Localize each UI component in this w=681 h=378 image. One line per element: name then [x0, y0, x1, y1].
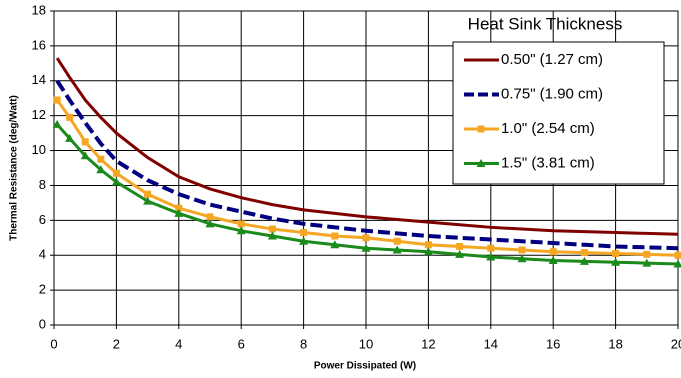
marker: [267, 231, 277, 240]
y-tick-label: 6: [39, 212, 46, 227]
marker: [97, 155, 105, 163]
y-tick-label: 4: [39, 247, 46, 262]
marker: [674, 251, 681, 259]
y-tick-label: 8: [39, 177, 46, 192]
marker: [81, 138, 89, 146]
marker: [299, 236, 309, 245]
marker: [206, 213, 214, 221]
marker: [237, 220, 245, 228]
marker: [236, 226, 246, 235]
marker: [579, 256, 589, 265]
plot-frame: [53, 10, 679, 326]
x-tick-label: 10: [359, 336, 373, 351]
marker: [362, 234, 370, 242]
x-tick-label: 6: [238, 336, 245, 351]
marker: [111, 177, 121, 186]
marker: [476, 159, 486, 167]
x-tick-label: 2: [113, 336, 120, 351]
marker: [517, 254, 527, 263]
legend-label: 0.50" (1.27 cm): [501, 51, 603, 68]
legend-title: Heat Sink Thickness: [468, 14, 623, 33]
y-tick-label: 0: [39, 316, 46, 331]
marker: [143, 196, 153, 205]
x-axis-title: Power Dissipated (W): [314, 361, 416, 372]
x-tick-label: 8: [300, 336, 307, 351]
marker: [548, 255, 558, 264]
y-tick-label: 16: [32, 37, 46, 52]
marker: [673, 259, 681, 268]
marker: [580, 249, 588, 257]
y-axis-title: Thermal Resistance (deg/Watt): [9, 95, 20, 241]
marker: [392, 245, 402, 254]
marker: [144, 190, 152, 198]
marker: [455, 249, 465, 258]
x-tick-label: 14: [484, 336, 498, 351]
legend-label: 1.0" (2.54 cm): [501, 120, 595, 137]
y-tick-label: 18: [32, 2, 46, 17]
marker: [175, 204, 183, 212]
marker: [65, 133, 75, 142]
marker: [205, 219, 215, 228]
marker: [300, 229, 308, 237]
marker: [643, 250, 651, 258]
marker: [52, 119, 62, 128]
marker: [361, 243, 371, 252]
legend-label: 0.75" (1.90 cm): [501, 85, 603, 102]
x-tick-label: 16: [546, 336, 560, 351]
marker: [486, 252, 496, 261]
x-tick-label: 18: [608, 336, 622, 351]
marker: [423, 247, 433, 256]
y-tick-label: 2: [39, 282, 46, 297]
marker: [112, 169, 120, 177]
marker: [424, 241, 432, 249]
marker: [393, 237, 401, 245]
marker: [174, 208, 184, 217]
marker: [549, 248, 557, 256]
x-tick-label: 4: [175, 336, 182, 351]
marker: [518, 246, 526, 254]
marker: [487, 244, 495, 252]
y-tick-label: 12: [32, 107, 46, 122]
x-tick-label: 0: [50, 336, 57, 351]
y-tick-label: 14: [32, 72, 46, 87]
series-line: [55, 79, 679, 251]
marker: [612, 249, 620, 257]
marker: [66, 113, 74, 121]
marker: [96, 165, 106, 174]
marker: [268, 225, 276, 233]
x-tick-label: 12: [421, 336, 435, 351]
marker: [331, 232, 339, 240]
marker: [611, 257, 621, 266]
legend-box: [452, 41, 665, 185]
marker: [80, 151, 90, 160]
legend-label: 1.5" (3.81 cm): [501, 154, 595, 171]
marker: [642, 258, 652, 267]
marker: [456, 243, 464, 250]
series-line: [55, 57, 679, 236]
marker: [477, 125, 485, 133]
marker: [53, 96, 61, 104]
marker: [330, 240, 340, 249]
y-tick-label: 10: [32, 142, 46, 157]
x-tick-label: 20: [671, 336, 681, 351]
